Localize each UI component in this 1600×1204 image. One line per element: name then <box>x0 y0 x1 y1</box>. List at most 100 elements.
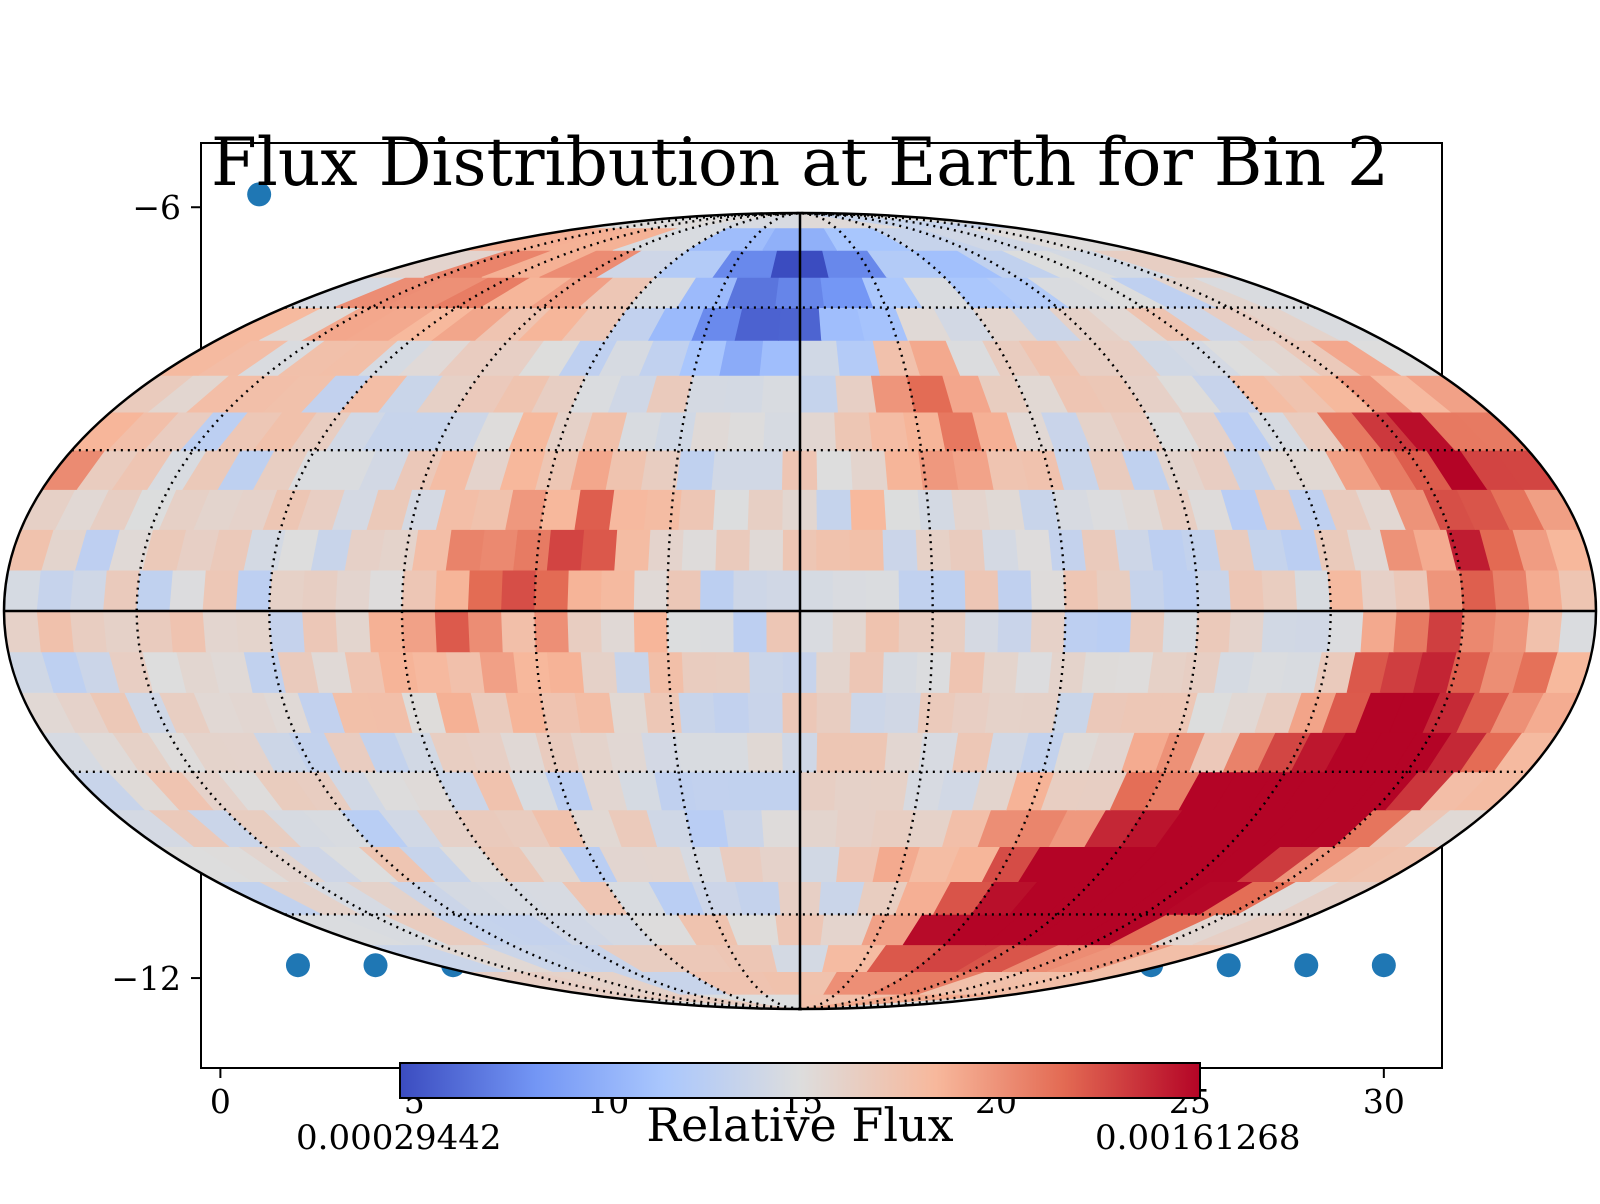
heatmap-cell <box>681 529 718 571</box>
graticule-meridian <box>666 211 801 1011</box>
heatmap-cell <box>711 449 750 490</box>
heatmap-cell <box>666 610 702 653</box>
heatmap-cell <box>539 489 582 530</box>
heatmap-cell <box>600 569 636 612</box>
heatmap-cell <box>931 610 967 653</box>
heatmap-cell <box>103 569 141 612</box>
heatmap-cell <box>850 489 888 530</box>
heatmap-cell <box>580 529 619 571</box>
heatmap-cell <box>834 771 874 811</box>
heatmap-cell <box>1459 610 1497 653</box>
heatmap-cell <box>513 529 552 571</box>
heatmap-cell <box>799 339 841 376</box>
x-tick-label: 30 <box>1363 1082 1405 1121</box>
heatmap-cell <box>816 529 851 571</box>
heatmap-cell <box>609 692 649 733</box>
heatmap-cell <box>647 529 685 571</box>
heatmap-cell <box>733 610 768 653</box>
heatmap-cell <box>997 610 1033 653</box>
heatmap-cell <box>1195 569 1232 612</box>
heatmap-cell <box>712 692 750 733</box>
heatmap-cell <box>816 651 851 693</box>
heatmap-cell <box>368 610 405 653</box>
heatmap-cell <box>681 651 718 693</box>
heatmap-cell <box>1327 610 1365 653</box>
heatmap-cell <box>948 651 986 693</box>
heatmap-cell <box>1162 569 1199 612</box>
heatmap-cell <box>676 732 716 773</box>
heatmap-cell <box>884 449 924 490</box>
colorbar-max-label: 0.00161268 <box>1095 1118 1301 1158</box>
heatmap-cell <box>169 569 207 612</box>
heatmap-cell <box>235 610 273 653</box>
heatmap-cell <box>883 489 922 530</box>
heatmap-cell <box>479 529 519 571</box>
heatmap-cell <box>1393 610 1431 653</box>
heatmap-cell <box>816 489 853 530</box>
heatmap-cell <box>401 569 438 612</box>
heatmap-cell <box>467 569 504 612</box>
heatmap-cell <box>997 569 1033 612</box>
heatmap-cell <box>981 529 1020 571</box>
colorbar-label: Relative Flux <box>646 1098 954 1152</box>
heatmap-cell <box>1492 610 1531 653</box>
heatmap-cell <box>534 610 570 653</box>
heatmap-cell <box>700 569 735 612</box>
heatmap-cell <box>4 569 42 612</box>
heatmap-cell <box>1525 569 1564 612</box>
heatmap-cell <box>746 449 784 490</box>
heatmap-cell <box>1048 651 1087 693</box>
heatmap-cell <box>1015 529 1054 571</box>
heatmap-cell <box>513 651 552 693</box>
heatmap-cell <box>1360 610 1398 653</box>
heatmap-cell <box>546 529 585 571</box>
heatmap-cell <box>678 692 717 733</box>
heatmap-cell <box>1129 569 1166 612</box>
heatmap-cell <box>539 692 582 733</box>
heatmap-cell <box>1360 569 1398 612</box>
heatmap-cell <box>4 610 42 653</box>
heatmap-cell <box>836 339 881 376</box>
heatmap-cell <box>850 692 888 733</box>
scatter-point <box>1216 953 1241 978</box>
heatmap-cell <box>609 489 649 530</box>
heatmap-cell <box>567 569 603 612</box>
x-tick-label: 0 <box>210 1082 231 1121</box>
heatmap-cell <box>747 692 784 733</box>
heatmap-cell <box>401 610 438 653</box>
heatmap-cell <box>761 374 801 413</box>
heatmap-cell <box>951 489 991 530</box>
heatmap-cell <box>567 610 603 653</box>
heatmap-cell <box>715 529 751 571</box>
heatmap-cell <box>964 610 1000 653</box>
heatmap-cell <box>378 529 420 571</box>
heatmap-cell <box>268 610 306 653</box>
heatmap-cell <box>647 651 685 693</box>
heatmap-cell <box>643 692 683 733</box>
heatmap-cell <box>467 610 504 653</box>
heatmap-cell <box>865 569 900 612</box>
heatmap-cell <box>1459 569 1497 612</box>
heatmap-cell <box>766 610 801 653</box>
heatmap-cell <box>816 449 854 490</box>
heatmap-cell <box>799 846 841 882</box>
heatmap-cell <box>1129 610 1166 653</box>
colorbar-gradient <box>399 1062 1201 1099</box>
heatmap-cell <box>747 489 784 530</box>
heatmap-cell <box>378 651 420 693</box>
heatmap-cell <box>633 569 669 612</box>
heatmap-cell <box>832 610 867 653</box>
heatmap-cell <box>734 307 782 341</box>
heatmap-cell <box>816 732 854 773</box>
graticule <box>4 211 1596 1011</box>
colorbar-min-label: 0.00029442 <box>296 1118 502 1158</box>
heatmap-cell <box>964 569 1000 612</box>
heatmap-cell <box>799 569 834 612</box>
heatmap-cell <box>605 449 649 490</box>
heatmap-cell <box>799 411 837 451</box>
heatmap-cell <box>726 771 766 811</box>
heatmap-cell <box>850 732 889 773</box>
heatmap-cell <box>799 809 839 847</box>
